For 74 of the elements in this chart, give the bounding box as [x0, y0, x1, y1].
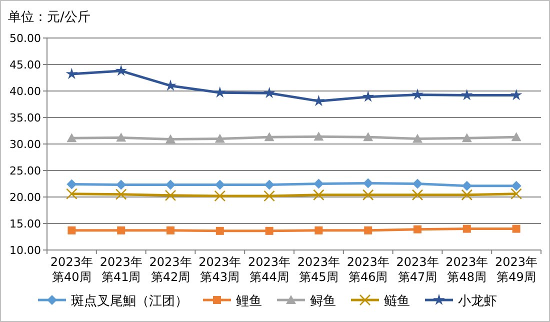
y-tick-label: 25.00	[10, 164, 41, 178]
point	[510, 188, 522, 200]
chart-title: 单位：元/公斤	[8, 10, 90, 25]
point	[412, 189, 424, 201]
point	[214, 180, 225, 190]
x-tick-label: 2023年第44周	[247, 255, 292, 285]
y-tick-label: 20.00	[10, 191, 41, 204]
legend-label: 鲢鱼	[384, 294, 410, 309]
point	[166, 134, 176, 144]
point	[363, 178, 374, 188]
point	[115, 64, 128, 76]
point	[214, 134, 225, 143]
point	[166, 180, 176, 190]
point	[164, 190, 176, 202]
point	[314, 178, 324, 189]
point	[66, 133, 77, 142]
point	[264, 190, 275, 202]
point	[166, 226, 174, 234]
point	[314, 226, 323, 234]
point	[66, 68, 78, 80]
x-tick-label: 2023年第41周	[98, 255, 144, 285]
point	[462, 224, 471, 233]
x-tick-label: 2023年第49周	[494, 255, 539, 285]
point	[364, 226, 372, 234]
point	[216, 226, 224, 235]
point	[511, 180, 522, 191]
y-tick-label: 40.00	[10, 85, 41, 98]
point	[461, 189, 473, 201]
point	[117, 226, 126, 234]
point	[214, 86, 226, 98]
point	[312, 94, 325, 106]
y-tick-label: 50.00	[10, 32, 41, 45]
point	[116, 180, 126, 190]
point	[362, 189, 374, 201]
x-tick-label: 2023年第45周	[296, 255, 341, 285]
point	[66, 188, 78, 200]
point	[68, 226, 76, 234]
point	[265, 226, 274, 235]
point	[264, 132, 274, 142]
point	[510, 88, 522, 100]
legend-label: 鲤鱼	[236, 294, 262, 309]
x-tick-label: 2023年第47周	[395, 255, 440, 285]
point	[412, 88, 424, 100]
x-tick-label: 2023年第42周	[148, 255, 193, 285]
point	[462, 133, 472, 142]
x-tick-label: 2023年第43周	[198, 255, 242, 285]
x-tick-label: 2023年第40周	[49, 255, 94, 285]
y-tick-label: 10.00	[10, 244, 41, 257]
point	[313, 189, 324, 201]
point	[412, 134, 422, 143]
point	[511, 132, 522, 142]
point	[512, 224, 520, 233]
y-tick-label: 35.00	[10, 112, 41, 124]
point	[115, 188, 127, 200]
point	[264, 180, 274, 190]
point	[214, 190, 226, 202]
point	[412, 178, 422, 189]
point	[66, 179, 77, 190]
point	[462, 180, 472, 191]
y-tick-label: 15.00	[10, 218, 41, 230]
point	[116, 132, 126, 142]
point	[362, 90, 374, 102]
point	[460, 88, 473, 100]
legend-label: 鲟鱼	[310, 294, 336, 309]
y-tick-label: 30.00	[10, 138, 41, 151]
legend-label: 小龙虾	[458, 294, 497, 309]
x-tick-label: 2023年第48周	[444, 255, 490, 285]
point	[414, 225, 422, 234]
point	[314, 132, 324, 141]
point	[363, 132, 374, 142]
y-tick-label: 45.00	[10, 58, 41, 72]
x-tick-label: 2023年第46周	[346, 255, 390, 285]
legend-label: 斑点叉尾鮰（江团）	[71, 294, 188, 309]
point	[263, 86, 276, 98]
